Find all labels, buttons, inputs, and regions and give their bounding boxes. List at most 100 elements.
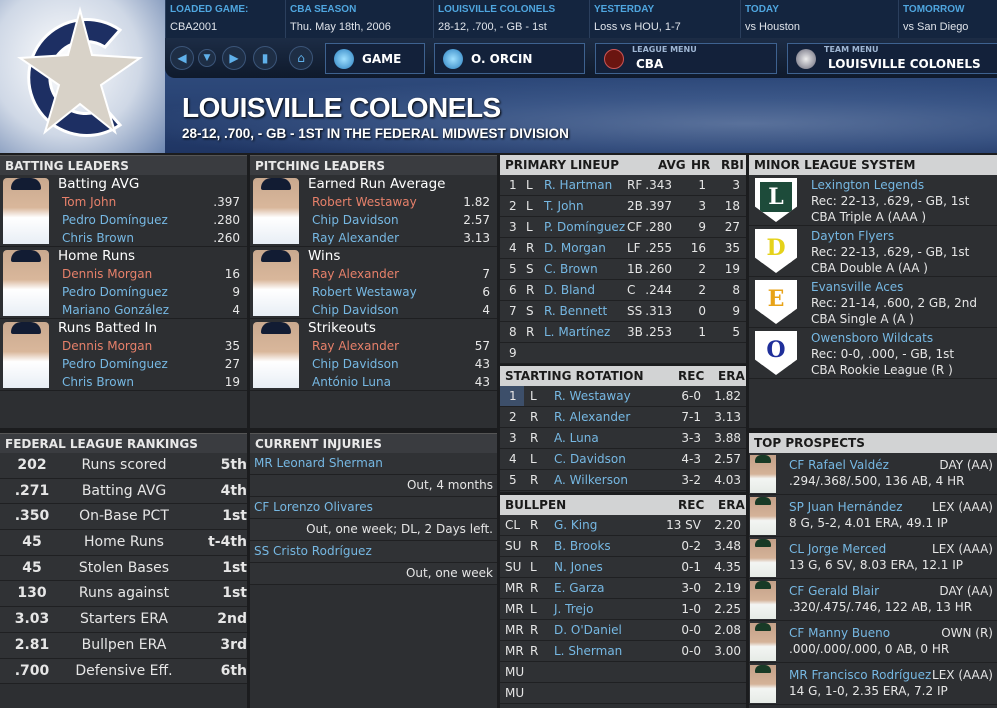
prospect-row[interactable]: SP Juan Hernández LEX (AAA) 8 G, 5-2, 4.01… [749,495,997,537]
leader-name[interactable]: António Luna [312,375,391,389]
prospect-name[interactable]: MR Francisco Rodríguez [789,668,932,682]
home-icon[interactable]: ⌂ [289,46,313,70]
minor-team[interactable]: O Owensboro Wildcats Rec: 0-0, .000, - GB,… [749,328,997,379]
leader-name[interactable]: Pedro Domínguez [62,357,168,371]
player-name[interactable]: D. Bland [544,283,596,297]
player-name[interactable]: J. Trejo [554,602,594,616]
leader-row[interactable]: Tom John .397 [62,195,244,213]
player-name[interactable]: T. John [544,199,584,213]
team-name[interactable]: Owensboro Wildcats [811,331,934,345]
rotation-row[interactable]: 5 R A. Wilkerson 3-2 4.03 [500,470,746,491]
leader-row[interactable]: Pedro Domínguez .280 [62,213,244,231]
leader-row[interactable]: Dennis Morgan 35 [62,339,244,357]
injured-player[interactable]: MR Leonard Sherman [250,453,497,475]
prospect-name[interactable]: CF Rafael Valdéz [789,458,889,472]
player-name[interactable]: C. Davidson [554,452,626,466]
injured-player[interactable]: CF Lorenzo Olivares [250,497,497,519]
prospect-name[interactable]: SP Juan Hernández [789,500,903,514]
player-name[interactable]: D. O'Daniel [554,623,622,637]
leader-row[interactable]: Chris Brown 19 [62,375,244,393]
prospect-row[interactable]: CF Gerald Blair DAY (AA) .320/.475/.746, 1… [749,579,997,621]
player-name[interactable]: R. Hartman [544,178,613,192]
prospect-row[interactable]: CL Jorge Merced LEX (AAA) 13 G, 6 SV, 8.03… [749,537,997,579]
league-menu-button[interactable]: LEAGUE MENU CBA [595,43,777,74]
lineup-row[interactable]: 5 S C. Brown 1B .260 2 19 [500,259,746,280]
leader-name[interactable]: Dennis Morgan [62,339,153,353]
dropdown-icon[interactable]: ▼ [198,49,216,67]
prospect-row[interactable]: CF Rafael Valdéz DAY (AA) .294/.368/.500, … [749,453,997,495]
leader-name[interactable]: Ray Alexander [312,231,400,245]
lineup-row[interactable]: 9 [500,343,746,364]
player-name[interactable]: R. Westaway [554,389,631,403]
leader-row[interactable]: Robert Westaway 6 [312,285,494,303]
bullpen-row[interactable]: MR R D. O'Daniel 0-0 2.08 [500,620,746,641]
player-name[interactable]: R. Bennett [544,304,608,318]
bullpen-row[interactable]: MR R E. Garza 3-0 2.19 [500,578,746,599]
bullpen-row[interactable]: MR R L. Sherman 0-0 3.00 [500,641,746,662]
bullpen-row[interactable]: MR L J. Trejo 1-0 2.25 [500,599,746,620]
player-name[interactable]: L. Martínez [544,325,611,339]
bullpen-row[interactable]: CL R G. King 13 SV 2.20 [500,515,746,536]
leader-name[interactable]: Ray Alexander [312,339,400,353]
prospect-name[interactable]: CF Manny Bueno [789,626,891,640]
team-name[interactable]: Lexington Legends [811,178,925,192]
rotation-row[interactable]: 4 L C. Davidson 4-3 2.57 [500,449,746,470]
lineup-row[interactable]: 3 L P. Domínguez CF .280 9 27 [500,217,746,238]
leader-name[interactable]: Dennis Morgan [62,267,153,281]
player-name[interactable]: C. Brown [544,262,598,276]
leader-row[interactable]: Ray Alexander 7 [312,267,494,285]
leader-row[interactable]: Ray Alexander 57 [312,339,494,357]
leader-name[interactable]: Pedro Domínguez [62,213,168,227]
player-name[interactable]: B. Brooks [554,539,611,553]
leader-name[interactable]: Ray Alexander [312,267,400,281]
lineup-row[interactable]: 7 S R. Bennett SS .313 0 9 [500,301,746,322]
player-name[interactable]: A. Wilkerson [554,473,628,487]
player-name[interactable]: R. Alexander [554,410,631,424]
leader-name[interactable]: Chip Davidson [312,213,399,227]
bullpen-row[interactable]: SU L N. Jones 0-1 4.35 [500,557,746,578]
leader-row[interactable]: Pedro Domínguez 27 [62,357,244,375]
leader-row[interactable]: António Luna 43 [312,375,494,393]
leader-name[interactable]: Mariano González [62,303,170,317]
minor-team[interactable]: L Lexington Legends Rec: 22-13, .629, - GB… [749,175,997,226]
leader-row[interactable]: Mariano González 4 [62,303,244,321]
rotation-row[interactable]: 1 L R. Westaway 6-0 1.82 [500,386,746,407]
rotation-row[interactable]: 3 R A. Luna 3-3 3.88 [500,428,746,449]
leader-row[interactable]: Robert Westaway 1.82 [312,195,494,213]
game-menu-button[interactable]: GAME [325,43,425,74]
lineup-row[interactable]: 2 L T. John 2B .397 3 18 [500,196,746,217]
leader-name[interactable]: Tom John [62,195,117,209]
player-name[interactable]: N. Jones [554,560,603,574]
rotation-row[interactable]: 2 R R. Alexander 7-1 3.13 [500,407,746,428]
team-name[interactable]: Evansville Aces [811,280,904,294]
minor-team[interactable]: E Evansville Aces Rec: 21-14, .600, 2 GB, … [749,277,997,328]
player-name[interactable]: P. Domínguez [544,220,626,234]
leader-name[interactable]: Chip Davidson [312,303,399,317]
prospect-name[interactable]: CF Gerald Blair [789,584,880,598]
leader-row[interactable]: Chip Davidson 43 [312,357,494,375]
leader-name[interactable]: Chris Brown [62,231,134,245]
bookmark-icon[interactable]: ▮ [253,46,277,70]
prospect-name[interactable]: CL Jorge Merced [789,542,887,556]
leader-name[interactable]: Chris Brown [62,375,134,389]
leader-name[interactable]: Chip Davidson [312,357,399,371]
lineup-row[interactable]: 1 L R. Hartman RF .343 1 3 [500,175,746,196]
player-name[interactable]: L. Sherman [554,644,623,658]
leader-name[interactable]: Pedro Domínguez [62,285,168,299]
prospect-row[interactable]: MR Francisco Rodríguez LEX (AAA) 14 G, 1-0… [749,663,997,705]
manager-menu-button[interactable]: O. ORCIN [434,43,585,74]
bullpen-row[interactable]: MU [500,662,746,683]
player-name[interactable]: E. Garza [554,581,605,595]
leader-row[interactable]: Pedro Domínguez 9 [62,285,244,303]
bullpen-row[interactable]: SU R B. Brooks 0-2 3.48 [500,536,746,557]
back-arrow-icon[interactable]: ◀ [170,46,194,70]
player-name[interactable]: G. King [554,518,598,532]
prospect-row[interactable]: CF Manny Bueno OWN (R) .000/.000/.000, 0 A… [749,621,997,663]
bullpen-row[interactable]: MU [500,683,746,704]
leader-row[interactable]: Ray Alexander 3.13 [312,231,494,249]
leader-row[interactable]: Chris Brown .260 [62,231,244,249]
player-name[interactable]: D. Morgan [544,241,606,255]
leader-row[interactable]: Dennis Morgan 16 [62,267,244,285]
player-name[interactable]: A. Luna [554,431,599,445]
lineup-row[interactable]: 8 R L. Martínez 3B .253 1 5 [500,322,746,343]
